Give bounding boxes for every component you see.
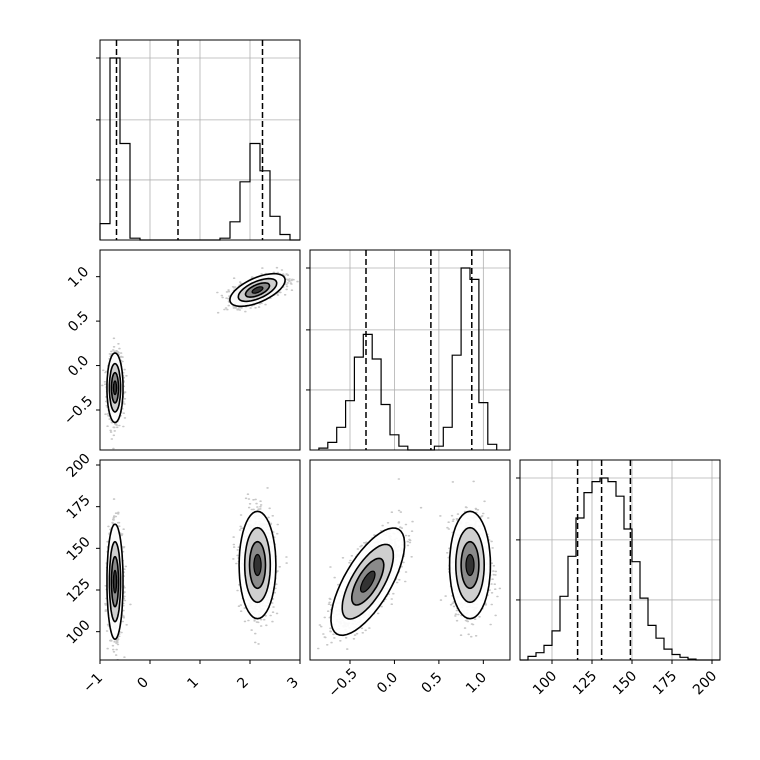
axes-frame [99,459,301,661]
panel-param3-vs-param2: −0.5 0.0 0.5 1.0 [309,459,511,701]
contour-core [112,380,118,396]
y-tick-label: 125 [64,576,94,606]
axes-frame [309,249,511,451]
axes-frame [519,459,721,661]
y-tick-label: −0.5 [61,393,96,428]
panel-param3-histogram: 100 125 150 175 200 [516,459,721,698]
y-tick-label: 100 [64,617,94,647]
x-tick-label: 2 [234,674,252,692]
x-tick-label: 0.5 [419,670,446,697]
axes-frame [99,249,301,451]
histogram-step [520,477,720,661]
y-tick-label: 0.0 [65,353,92,380]
x-tick-label: 200 [690,668,720,698]
x-tick-label: 150 [610,668,640,698]
x-tick-label: 1 [184,674,202,692]
x-tick-label: 3 [284,674,302,692]
scatter-layer [101,266,299,450]
contour-core [251,286,264,294]
axes-frame [99,39,301,241]
y-tick-label: 200 [64,451,94,481]
x-tick-label: −0.5 [325,665,360,700]
x-tick-label: 0 [134,674,152,692]
scatter-layer [317,478,502,650]
y-tick-label: 1.0 [65,264,92,291]
panel-param1-histogram [96,39,301,241]
contour-core [112,569,118,594]
axes-frame [309,459,511,661]
scatter-layer [104,487,288,660]
x-tick-label: 125 [570,668,600,698]
x-tick-label: 1.0 [463,670,490,697]
y-tick-label: 175 [64,492,94,522]
contour-core [253,553,262,577]
x-tick-label: 0.0 [374,670,401,697]
contour-core [465,553,475,577]
y-tick-label: 150 [64,534,94,564]
x-tick-label: 175 [650,668,680,698]
x-tick-label: 100 [530,668,560,698]
contour-core [360,570,376,593]
panel-param2-vs-param1: 1.0 0.5 0.0 −0.5 [61,249,301,451]
x-tick-label: −1 [80,670,106,696]
panel-param2-histogram [306,249,511,451]
panel-param3-vs-param1: 200 175 150 125 100 −1 0 1 2 3 [64,451,302,697]
histogram-step [318,267,498,451]
y-tick-label: 0.5 [65,308,92,335]
